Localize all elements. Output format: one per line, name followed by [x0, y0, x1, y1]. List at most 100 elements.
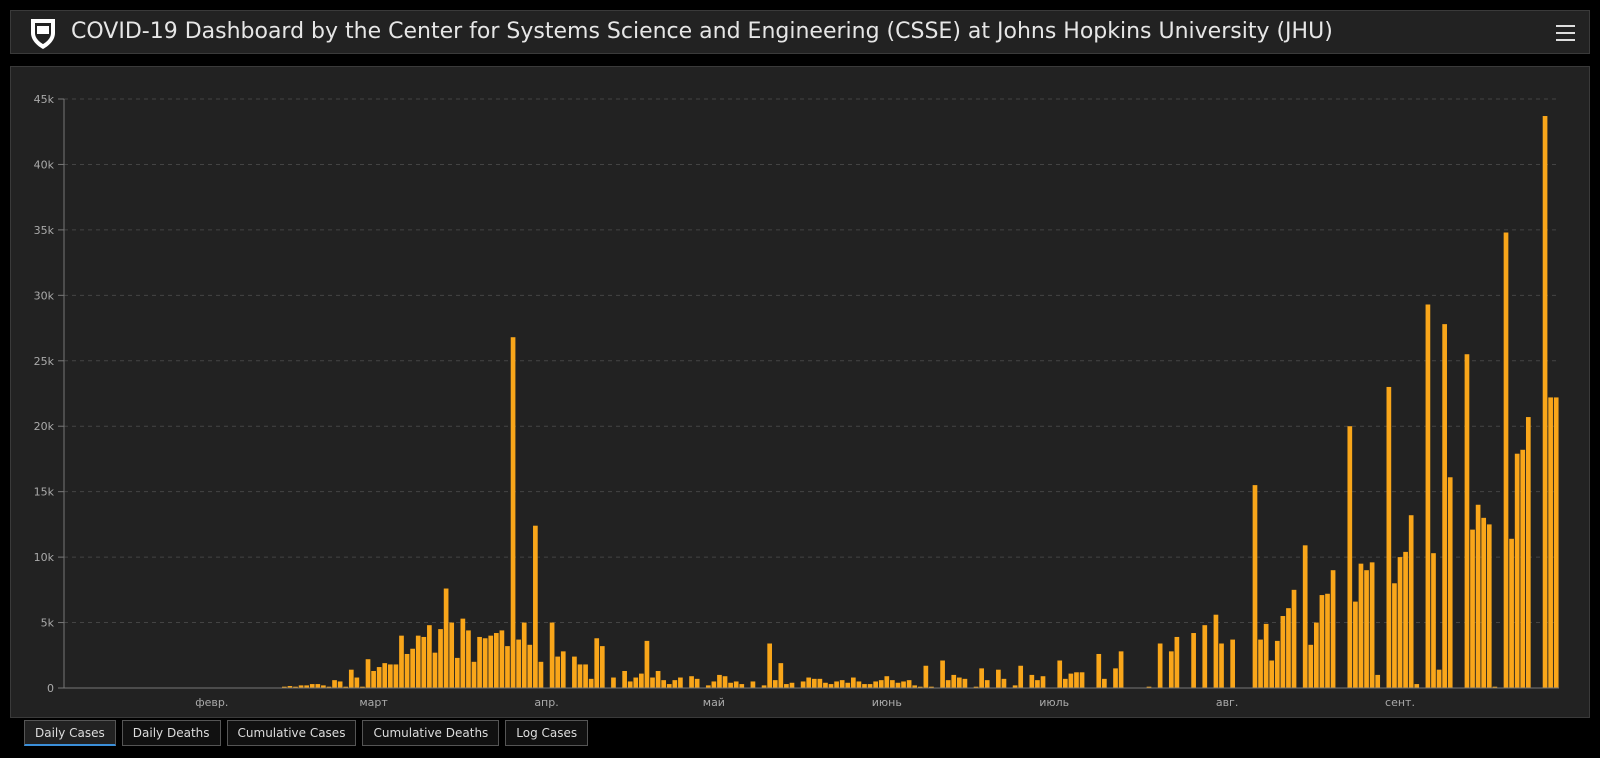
- x-tick-label: апр.: [534, 696, 558, 709]
- bar: [304, 685, 310, 688]
- bar: [1280, 616, 1286, 688]
- bar: [477, 636, 482, 688]
- bar: [1313, 622, 1319, 688]
- bar: [951, 674, 957, 688]
- bar: [1325, 593, 1330, 688]
- bar: [343, 686, 349, 688]
- bar: [666, 684, 672, 688]
- bar: [309, 684, 315, 688]
- bar: [1436, 669, 1442, 688]
- bar: [599, 646, 605, 688]
- bar: [321, 685, 326, 688]
- bar: [1553, 397, 1559, 688]
- bar: [1258, 639, 1263, 688]
- tab[interactable]: Cumulative Cases: [226, 720, 357, 746]
- bar: [717, 674, 722, 688]
- bar: [293, 686, 298, 688]
- bar: [1062, 678, 1068, 688]
- bar: [1525, 417, 1531, 688]
- bar: [806, 677, 812, 688]
- bar: [1447, 477, 1453, 688]
- bar: [594, 638, 600, 688]
- bar: [979, 668, 984, 688]
- y-tick-label: 5k: [41, 617, 55, 630]
- bar: [912, 685, 918, 688]
- bar: [1263, 623, 1269, 688]
- bar: [778, 663, 784, 688]
- bar: [1174, 636, 1180, 688]
- bar: [1113, 668, 1118, 688]
- bar: [538, 661, 544, 688]
- menu-button[interactable]: [1555, 23, 1577, 43]
- bar: [650, 677, 655, 688]
- bar: [973, 686, 979, 688]
- bar: [432, 652, 438, 688]
- bar: [298, 685, 304, 688]
- bar: [1353, 601, 1358, 688]
- bar: [332, 680, 337, 688]
- bar: [443, 588, 449, 688]
- bar: [823, 682, 828, 688]
- bar: [421, 636, 427, 688]
- bar: [1464, 354, 1470, 688]
- bar: [583, 664, 588, 688]
- bar: [878, 680, 884, 688]
- bar: [577, 664, 583, 688]
- bar: [471, 661, 477, 688]
- bar: [940, 660, 945, 688]
- y-tick-label: 30k: [34, 289, 55, 302]
- bar: [499, 630, 505, 688]
- bar: [901, 681, 906, 688]
- bar: [1001, 678, 1007, 688]
- tab-bar: Daily Cases Daily Deaths Cumulative Cases C…: [24, 720, 589, 746]
- tab[interactable]: Log Cases: [505, 720, 589, 746]
- bar: [761, 685, 767, 688]
- bar: [672, 680, 678, 688]
- tab[interactable]: Daily Deaths: [121, 720, 221, 746]
- bar: [287, 686, 293, 688]
- bar: [895, 682, 901, 688]
- bar: [929, 686, 934, 688]
- bar: [850, 677, 856, 688]
- tab[interactable]: Daily Cases: [24, 720, 116, 746]
- bar: [588, 678, 594, 688]
- bar: [505, 646, 510, 688]
- bar: [1442, 324, 1447, 688]
- bar: [1414, 684, 1420, 688]
- bar: [1470, 529, 1475, 688]
- bar: [1481, 517, 1487, 688]
- bar: [516, 639, 521, 688]
- bar: [360, 686, 365, 688]
- bar: [1369, 562, 1375, 688]
- bar: [862, 684, 867, 688]
- bar: [884, 676, 890, 688]
- bar: [1274, 640, 1280, 688]
- bar: [427, 625, 432, 688]
- bar: [560, 651, 566, 688]
- bar: [834, 681, 839, 688]
- bar: [728, 682, 733, 688]
- x-tick-label: сент.: [1385, 696, 1415, 709]
- bar: [639, 673, 644, 688]
- y-tick-label: 45k: [34, 93, 55, 106]
- y-tick-label: 10k: [34, 551, 55, 564]
- x-tick-label: май: [703, 696, 725, 709]
- bar: [348, 669, 354, 688]
- bar: [572, 656, 577, 688]
- tab[interactable]: Cumulative Deaths: [362, 720, 500, 746]
- header: COVID-19 Dashboard by the Center for Sys…: [10, 10, 1590, 54]
- bar: [867, 684, 873, 688]
- bar: [1386, 386, 1392, 688]
- bar: [466, 630, 471, 688]
- bar: [1486, 524, 1492, 688]
- chart: 0 5k 10k 15k 20k 25k 30k 35k 40k 45k февр. март апр.…: [34, 93, 1559, 709]
- bar: [633, 677, 639, 688]
- bar: [1102, 678, 1107, 688]
- bar: [1146, 686, 1152, 688]
- bar: [1230, 639, 1236, 688]
- bar: [1392, 583, 1397, 688]
- bar: [376, 667, 382, 688]
- bar: [856, 681, 862, 688]
